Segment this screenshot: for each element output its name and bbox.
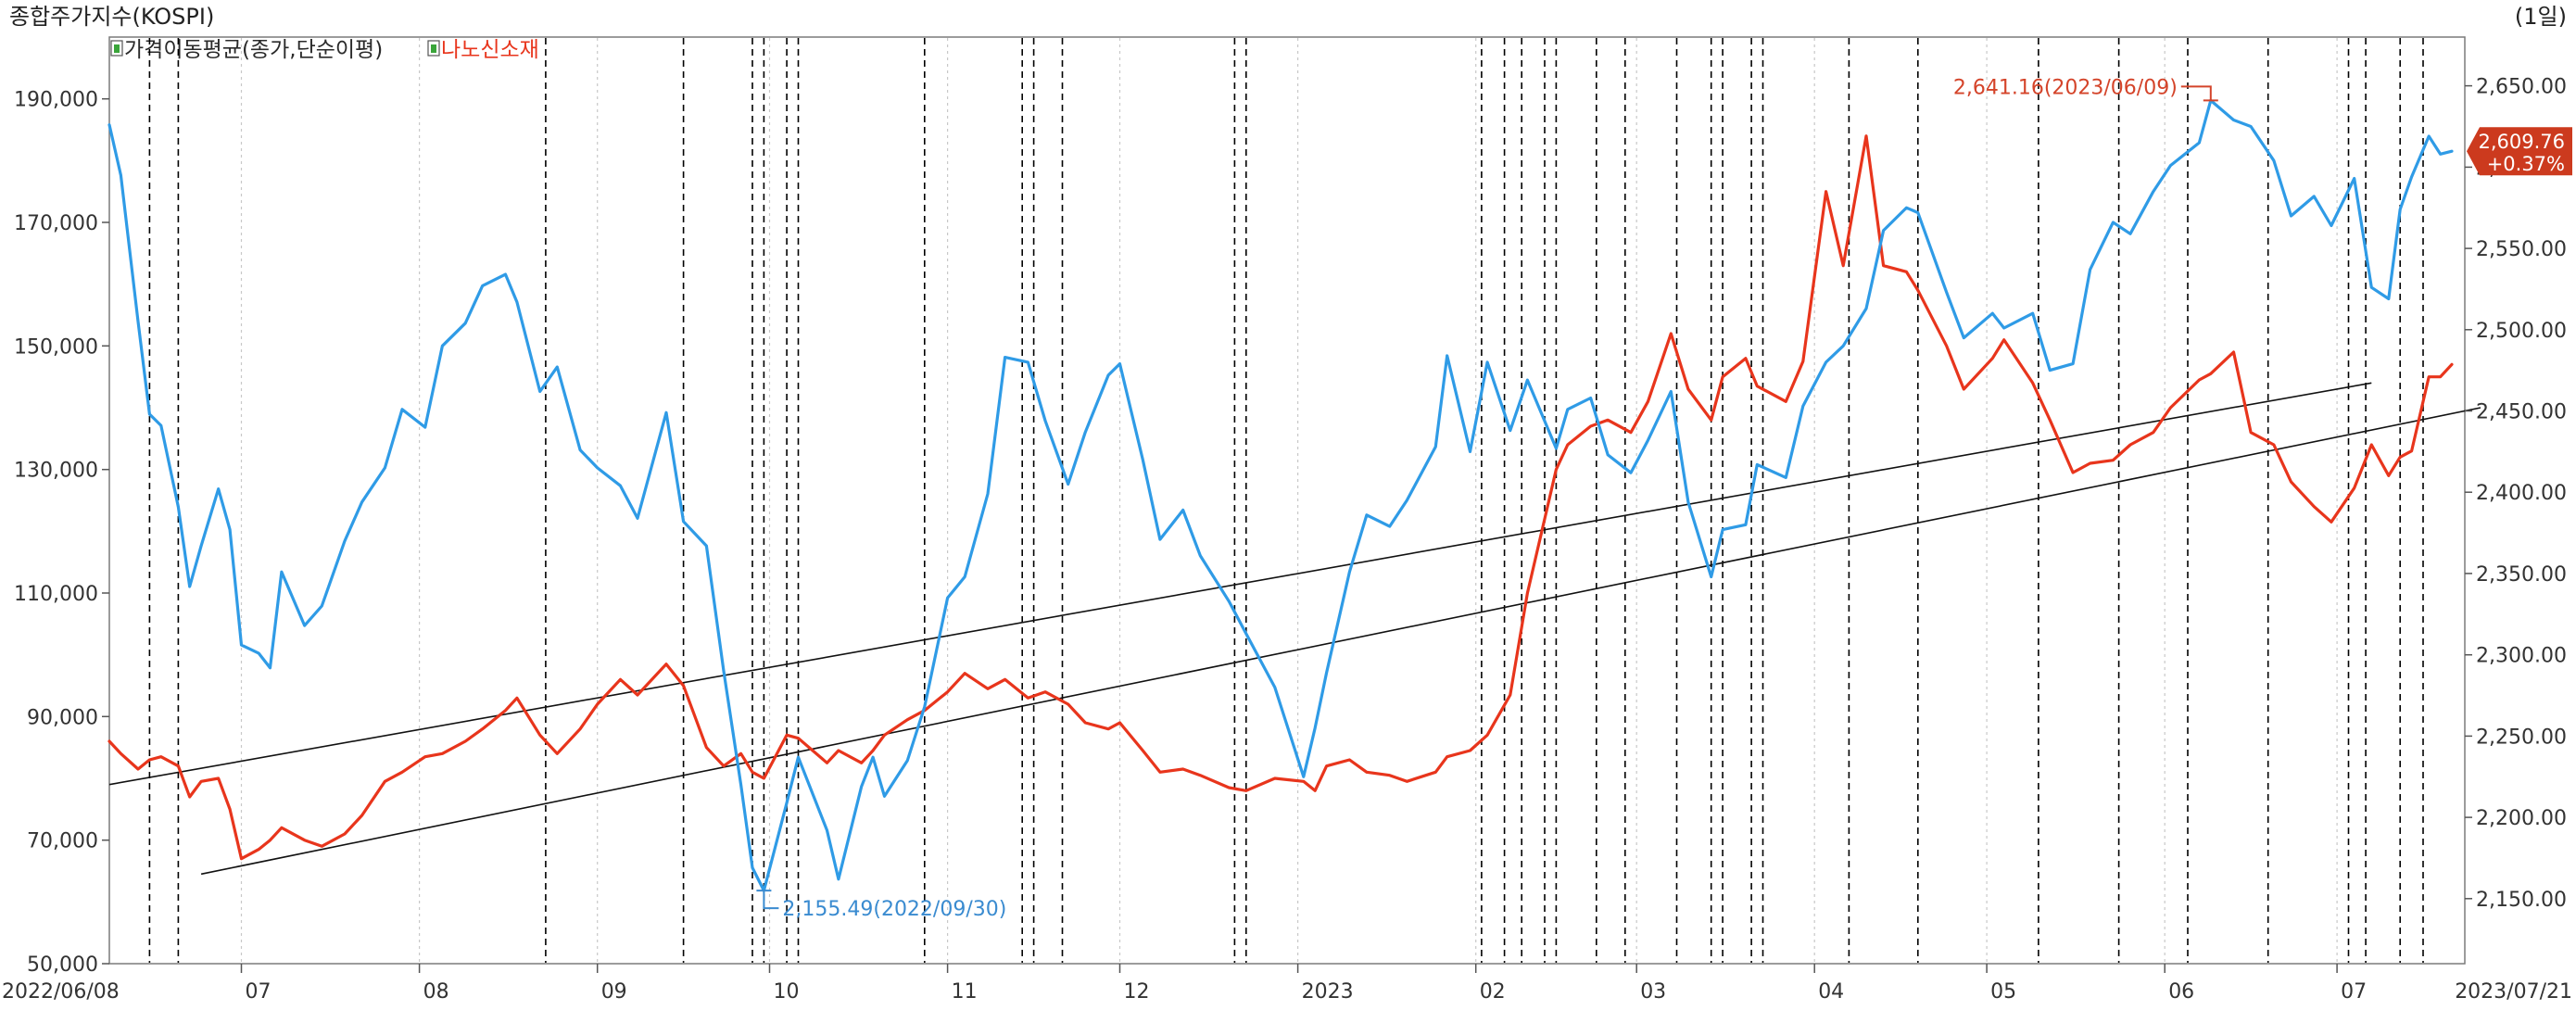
left-tick-label: 70,000 bbox=[27, 830, 98, 853]
left-tick-label: 110,000 bbox=[14, 583, 98, 606]
legend: 가격이동평균(종가,단순이평) 나노신소재 bbox=[110, 38, 539, 62]
left-tick-label: 190,000 bbox=[14, 89, 98, 112]
x-tick-label: 07 bbox=[2341, 980, 2367, 1004]
right-tick-label: 2,650.00 bbox=[2476, 76, 2567, 99]
x-tick-label: 07 bbox=[246, 980, 271, 1004]
left-tick-label: 170,000 bbox=[14, 212, 98, 235]
x-tick-label: 08 bbox=[423, 980, 449, 1004]
high-annotation: 2,641.16(2023/06/09) bbox=[1953, 76, 2218, 102]
last-value-badge-bg bbox=[2467, 127, 2572, 176]
left-tick-label: 130,000 bbox=[14, 460, 98, 483]
left-tick-label: 150,000 bbox=[14, 335, 98, 359]
x-tick-label: 03 bbox=[1640, 980, 1666, 1004]
stock-series-line bbox=[107, 134, 2454, 861]
event-marker-lines bbox=[148, 38, 2424, 963]
right-tick-label: 2,150.00 bbox=[2476, 889, 2567, 912]
left-axis: 190,000 170,000 150,000 130,000 110,000 90,00… bbox=[14, 89, 109, 977]
legend-checkbox-icon[interactable] bbox=[110, 40, 123, 57]
right-tick-label: 2,400.00 bbox=[2476, 482, 2567, 505]
left-tick-label: 90,000 bbox=[27, 706, 98, 729]
trend-line bbox=[108, 382, 2372, 786]
x-tick-label: 10 bbox=[774, 980, 800, 1004]
x-tick-label: 11 bbox=[952, 980, 978, 1004]
right-tick-label: 2,350.00 bbox=[2476, 563, 2567, 587]
right-tick-label: 2,300.00 bbox=[2476, 645, 2567, 668]
legend-item-stock[interactable]: 나노신소재 bbox=[427, 38, 539, 62]
right-tick-label: 2,450.00 bbox=[2476, 401, 2567, 424]
right-tick-label: 2,550.00 bbox=[2476, 238, 2567, 261]
trend-line bbox=[200, 407, 2481, 876]
x-tick-label: 05 bbox=[1990, 980, 2016, 1004]
legend-label-stock: 나노신소재 bbox=[441, 38, 539, 62]
x-tick-label: 2023 bbox=[1302, 980, 1354, 1004]
period-label: (1일) bbox=[2515, 4, 2567, 30]
x-tick-label: 12 bbox=[1124, 980, 1150, 1004]
legend-item-ma[interactable]: 가격이동평균(종가,단순이평) bbox=[110, 38, 383, 62]
right-tick-label: 2,500.00 bbox=[2476, 320, 2567, 343]
x-tick-label: 2023/07/21 bbox=[2455, 980, 2572, 1004]
trend-lines bbox=[108, 382, 2481, 876]
kospi-series-line bbox=[107, 98, 2454, 892]
x-axis: 2022/06/08 07 08 09 10 11 12 2023 02 03 04 05 06 07 20… bbox=[2, 964, 2572, 1004]
left-tick-label: 50,000 bbox=[27, 953, 98, 977]
x-tick-label: 2022/06/08 bbox=[2, 980, 120, 1004]
legend-label-moving-average: 가격이동평균(종가,단순이평) bbox=[124, 38, 383, 62]
last-value-badge: 2,609.76 +0.37% bbox=[2467, 127, 2572, 176]
legend-checkbox-mark-icon bbox=[114, 44, 120, 53]
x-tick-label: 06 bbox=[2168, 980, 2194, 1004]
low-marker bbox=[756, 890, 779, 910]
low-label: 2,155.49(2022/09/30) bbox=[782, 898, 1006, 921]
last-value: 2,609.76 bbox=[2478, 131, 2565, 153]
high-marker bbox=[2180, 85, 2218, 102]
month-reference-lines bbox=[240, 38, 2338, 963]
x-tick-label: 04 bbox=[1818, 980, 1844, 1004]
last-change: +0.37% bbox=[2487, 153, 2565, 175]
series-lines bbox=[107, 98, 2454, 892]
high-label: 2,641.16(2023/06/09) bbox=[1953, 76, 2178, 99]
right-tick-label: 2,200.00 bbox=[2476, 807, 2567, 830]
x-tick-label: 02 bbox=[1480, 980, 1506, 1004]
chart-title: 종합주가지수(KOSPI) bbox=[9, 4, 214, 30]
legend-checkbox-mark-icon bbox=[431, 44, 436, 53]
x-tick-label: 09 bbox=[601, 980, 627, 1004]
right-tick-label: 2,250.00 bbox=[2476, 726, 2567, 749]
legend-checkbox-icon[interactable] bbox=[427, 40, 440, 57]
low-annotation: 2,155.49(2022/09/30) bbox=[756, 890, 1006, 921]
plot-frame bbox=[108, 36, 2466, 965]
right-axis: 2,650.002,600.002,550.002,500.002,450.00… bbox=[2465, 76, 2567, 912]
